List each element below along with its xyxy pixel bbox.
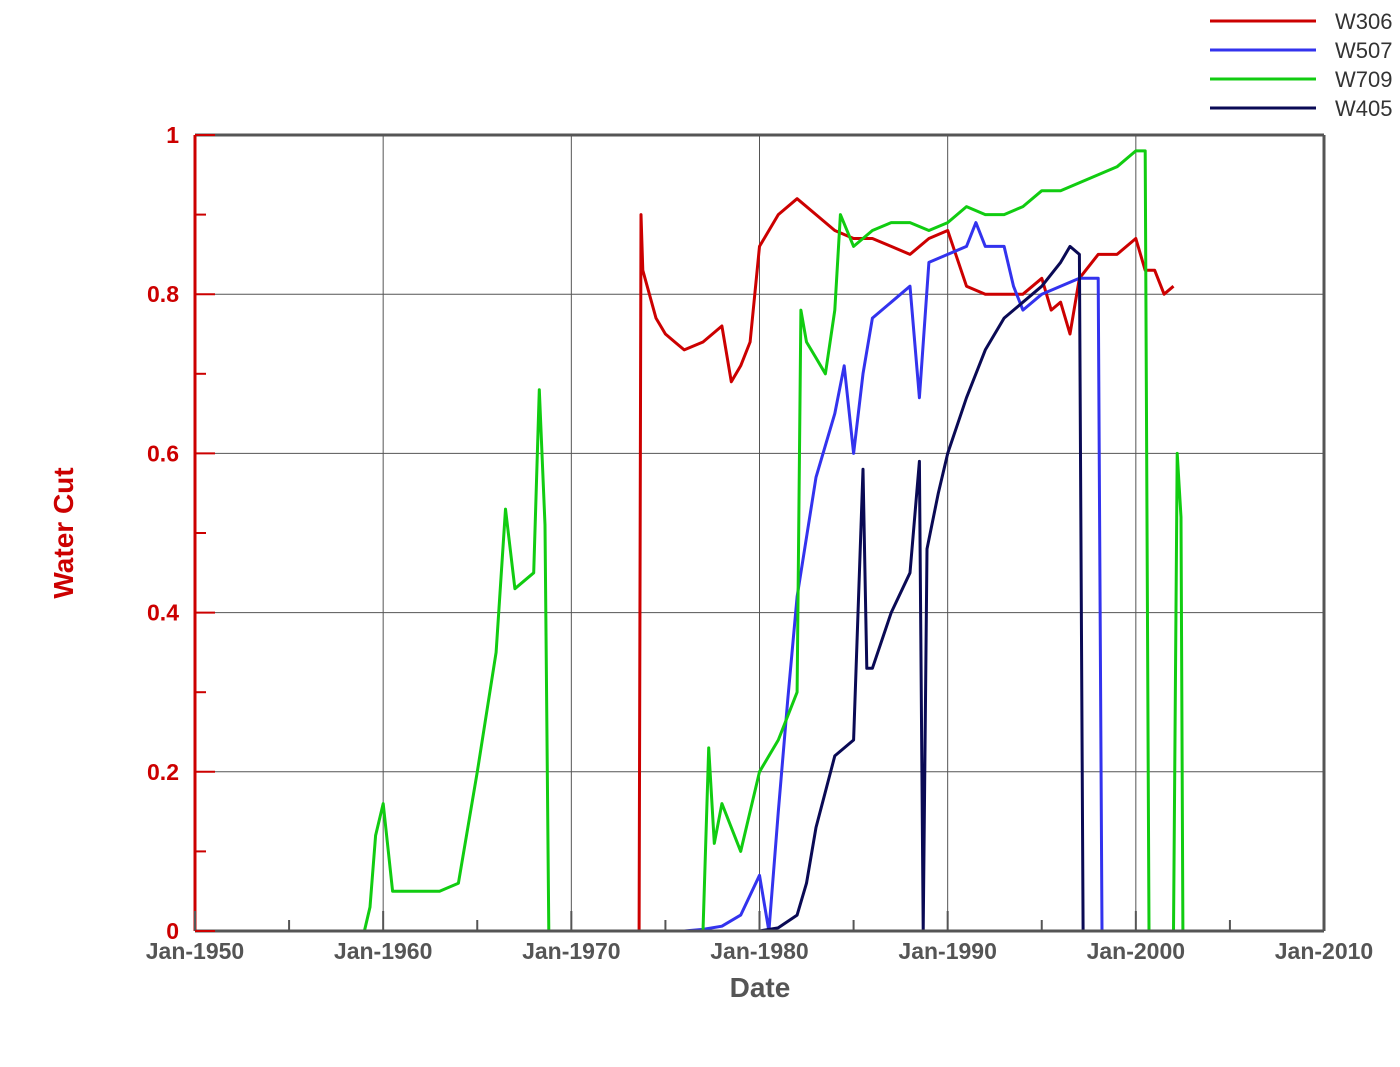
y-tick-label: 0.2 bbox=[147, 759, 179, 785]
legend-item-w306: W306 bbox=[1210, 9, 1392, 34]
legend-item-w507: W507 bbox=[1210, 38, 1392, 63]
legend-label: W405 bbox=[1335, 96, 1392, 121]
legend-item-w405: W405 bbox=[1210, 96, 1392, 121]
legend-label: W507 bbox=[1335, 38, 1392, 63]
x-tick-label: Jan-2000 bbox=[1087, 938, 1185, 964]
y-tick-label: 0 bbox=[166, 918, 179, 944]
x-axis-title: Date bbox=[730, 972, 791, 1003]
tick-marks bbox=[194, 134, 1325, 932]
series-line-w405 bbox=[684, 244, 1085, 933]
y-tick-label: 0.6 bbox=[147, 440, 179, 466]
x-tick-label: Jan-1960 bbox=[334, 938, 432, 964]
x-tick-label: Jan-1990 bbox=[898, 938, 996, 964]
legend-label: W709 bbox=[1335, 67, 1392, 92]
x-tick-label: Jan-1980 bbox=[710, 938, 808, 964]
legend-item-w709: W709 bbox=[1210, 67, 1392, 92]
x-tick-labels: Jan-1950 Jan-1960 Jan-1970 Jan-1980 Jan-1990… bbox=[146, 938, 1373, 964]
y-tick-label: 1 bbox=[166, 122, 179, 148]
series-lines bbox=[362, 149, 1185, 933]
y-tick-label: 0.8 bbox=[147, 281, 179, 307]
y-axis-title: Water Cut bbox=[48, 467, 79, 598]
x-tick-label: Jan-1970 bbox=[522, 938, 620, 964]
x-tick-label: Jan-2010 bbox=[1275, 938, 1373, 964]
x-tick-label: Jan-1950 bbox=[146, 938, 244, 964]
y-tick-label: 0.4 bbox=[147, 600, 179, 626]
legend: W306 W507 W709 W405 bbox=[1210, 9, 1392, 121]
series-line-w306 bbox=[637, 197, 1175, 932]
y-tick-labels: 0 0.2 0.4 0.6 0.8 1 bbox=[147, 122, 179, 944]
legend-label: W306 bbox=[1335, 9, 1392, 34]
series-line-w507 bbox=[639, 221, 1104, 933]
series-line-w709 bbox=[362, 149, 1185, 933]
